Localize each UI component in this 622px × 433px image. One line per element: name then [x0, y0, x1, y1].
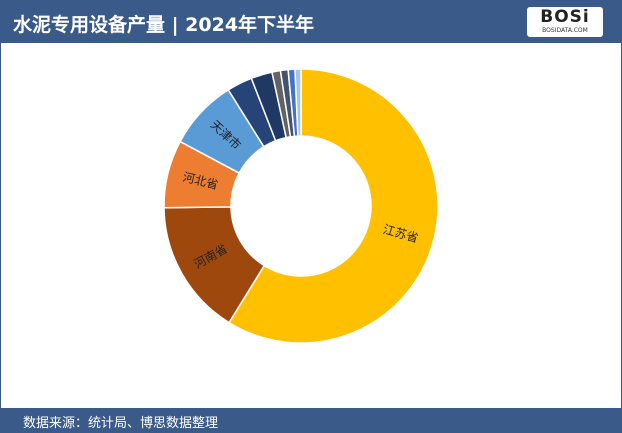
donut-slice [228, 68, 439, 344]
header-bar: 水泥专用设备产量 | 2024年下半年 BOSi BOSIDATA.COM [1, 1, 621, 43]
donut-slice [294, 68, 302, 137]
footer-bar: 数据来源：统计局、博思数据整理 [1, 408, 621, 432]
logo-text: BOSi [540, 7, 590, 27]
logo: BOSi BOSIDATA.COM [527, 7, 603, 37]
title: 水泥专用设备产量 | 2024年下半年 [13, 14, 315, 36]
source-note: 数据来源：统计局、博思数据整理 [23, 416, 219, 431]
logo-subtext: BOSIDATA.COM [542, 27, 588, 34]
